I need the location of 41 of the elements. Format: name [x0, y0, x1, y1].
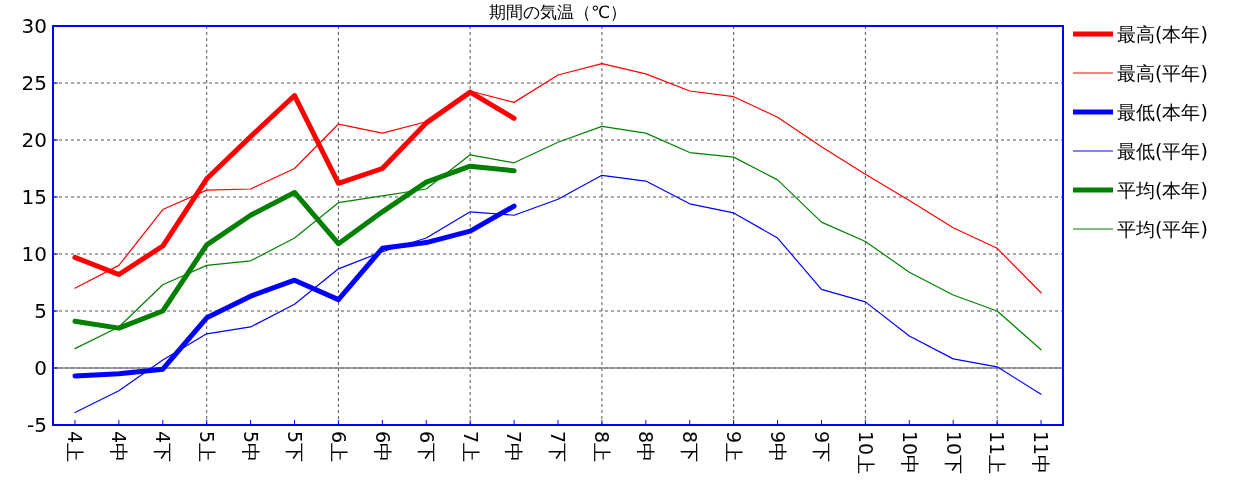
legend-label: 最低(本年): [1117, 100, 1208, 123]
y-tick-label: 25: [21, 71, 47, 95]
legend-label: 最高(平年): [1117, 61, 1208, 84]
legend-label: 最低(平年): [1117, 139, 1208, 162]
y-tick-label: 0: [34, 356, 47, 380]
x-tick-label: 8上: [591, 431, 614, 463]
legend-label: 平均(平年): [1117, 217, 1208, 240]
y-tick-label: 15: [21, 185, 47, 209]
x-tick-label: 7下: [547, 431, 570, 463]
x-tick-label: 6中: [371, 431, 394, 463]
x-tick-label: 5下: [283, 431, 306, 463]
y-tick-label: 10: [21, 242, 47, 266]
x-tick-label: 10下: [942, 431, 965, 475]
x-tick-label: 9下: [810, 431, 833, 463]
x-tick-label: 7中: [503, 431, 526, 463]
x-tick-label: 9中: [766, 431, 789, 463]
x-tick-label: 4下: [152, 431, 175, 463]
line-series: [74, 125, 1042, 351]
chart-title: 期間の気温（℃）: [488, 2, 628, 22]
x-tick-label: 8下: [679, 431, 702, 463]
x-tick-label: 11中: [1030, 431, 1053, 475]
x-tick-label: 5上: [196, 431, 219, 463]
legend-label: 最高(本年): [1117, 22, 1208, 45]
legend-label: 平均(本年): [1117, 178, 1208, 201]
line-series: [74, 174, 1042, 414]
y-tick-label: 30: [21, 14, 47, 38]
x-tick-label: 4中: [108, 431, 131, 463]
x-tick-label: 7上: [459, 431, 482, 463]
x-tick-label: 4上: [64, 431, 87, 463]
x-tick-label: 5中: [239, 431, 262, 463]
line-series: [74, 63, 1042, 294]
y-tick-label: 5: [34, 299, 47, 323]
x-tick-label: 8中: [635, 431, 658, 463]
x-tick-label: 6下: [415, 431, 438, 463]
x-tick-label: 10上: [854, 431, 877, 475]
y-tick-label: 20: [21, 128, 47, 152]
x-tick-label: 6上: [327, 431, 350, 463]
x-tick-label: 9上: [723, 431, 745, 463]
x-tick-label: 11上: [986, 431, 1009, 475]
y-tick-label: -5: [27, 413, 47, 437]
x-tick-label: 10中: [898, 431, 921, 475]
